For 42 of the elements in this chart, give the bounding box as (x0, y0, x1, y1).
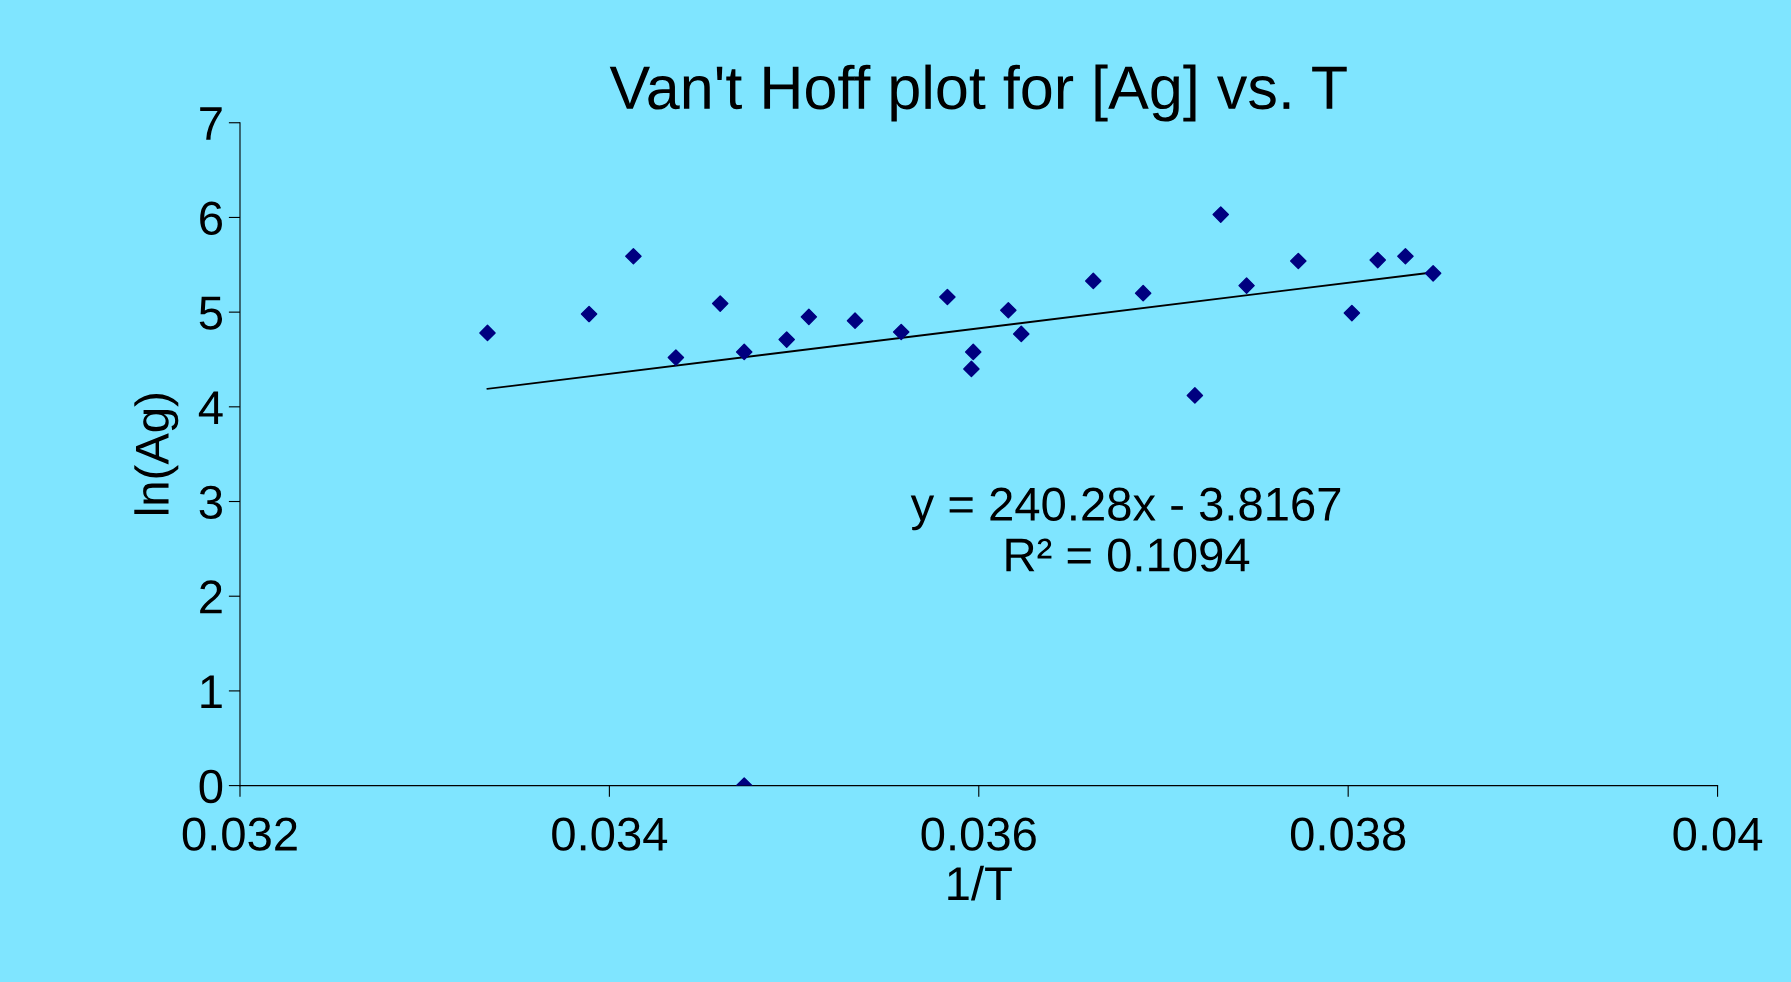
point (735, 343, 753, 361)
point (1134, 284, 1152, 302)
point (846, 312, 864, 329)
point (1212, 206, 1230, 223)
y-tick-label: 4 (198, 391, 223, 424)
point (1424, 265, 1442, 282)
y-tick-label: 1 (201, 675, 222, 709)
point (1084, 272, 1102, 290)
point (667, 349, 685, 366)
point (1343, 304, 1361, 322)
point (800, 308, 818, 326)
y-axis-title: ln(Ag) (134, 394, 179, 514)
point (939, 288, 956, 306)
point (625, 247, 642, 265)
chart-title: Van't Hoff plot for [Ag] vs. T (609, 64, 1347, 122)
x-tick-label: 0.038 (1290, 817, 1406, 851)
point (1290, 252, 1307, 270)
point (479, 324, 496, 342)
y-tick-label: 3 (199, 485, 222, 520)
point (892, 323, 910, 341)
point (1397, 247, 1414, 265)
point (963, 360, 980, 378)
y-tick-label: 0 (199, 769, 223, 804)
y-tick-label: 7 (200, 107, 222, 140)
x-tick-label: 0.04 (1673, 817, 1763, 851)
x-tick-label: 0.036 (921, 817, 1036, 851)
x-axis-title: 1/T (948, 865, 1012, 901)
point (1369, 251, 1387, 269)
x-tick-label: 0.032 (182, 817, 297, 851)
y-tick-label: 2 (200, 580, 222, 614)
point (1238, 277, 1255, 294)
point (580, 305, 598, 323)
x-tick-label: 0.034 (552, 817, 668, 851)
annotation: y = 240.28x - 3.8167 R² = 0.1094 (910, 487, 1341, 572)
point (1000, 301, 1017, 319)
y-tick-label: 5 (199, 296, 223, 330)
point (1012, 325, 1030, 343)
point (964, 343, 982, 361)
point (711, 295, 729, 312)
point (1186, 387, 1204, 404)
y-tick-label: 6 (200, 201, 222, 236)
point (778, 331, 795, 348)
